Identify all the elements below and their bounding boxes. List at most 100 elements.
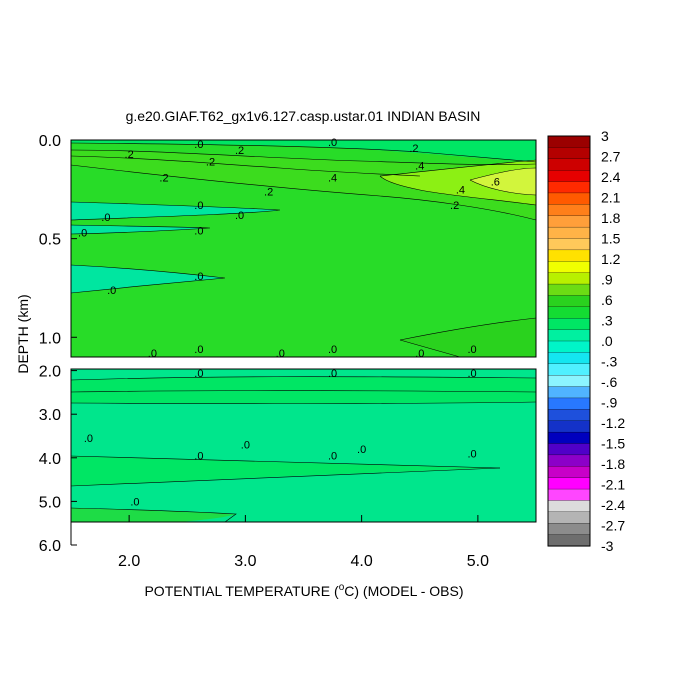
colorbar-label: -2.1 (601, 477, 625, 493)
colorbar-swatch (547, 397, 591, 410)
lower-panel: .0 .0 .0 .0 .0 .0 .0 .0 .0 .0 .0 .0 .0 .0 .0 .0 2.0 3.0 4… (39, 344, 537, 555)
lower-contour-label: .0 (328, 368, 337, 380)
lower-band-1 (71, 376, 536, 404)
x-axis-label: POTENTIAL TEMPERATURE (oC) (MODEL - OBS) (144, 582, 463, 599)
lower-y-tick-label: 4.0 (39, 451, 61, 468)
colorbar-label: -1.8 (601, 456, 625, 472)
colorbar-label: 1.2 (601, 251, 621, 267)
colorbar-label: 1.5 (601, 231, 621, 247)
colorbar-swatch (547, 181, 591, 194)
x-axis: 2.0 3.0 4.0 5.0 (118, 515, 489, 570)
upper-contour-label: .4 (415, 161, 424, 173)
upper-band-positive (71, 150, 536, 220)
colorbar-label: -1.5 (601, 436, 625, 452)
upper-panel: .0.0.2.2.2.2.2.4.4.4.6.2.2.0.0.0.0.0.0.0… (39, 133, 537, 358)
lower-contour-label: .0 (276, 348, 285, 360)
upper-contour-label: .2 (409, 143, 418, 155)
upper-contour-label: .6 (491, 176, 500, 188)
colorbar-label: 2.1 (601, 190, 621, 206)
lower-y-tick-label: 6.0 (39, 538, 61, 555)
x-tick-label: 4.0 (351, 553, 373, 570)
colorbar-label: 2.7 (601, 149, 621, 165)
upper-band-zero (71, 140, 536, 162)
lower-contour-label: .0 (357, 444, 366, 456)
y-axis-label: DEPTH (km) (15, 294, 31, 373)
upper-contour-label: .4 (328, 172, 337, 184)
chart-title: g.e20.GIAF.T62_gx1v6.127.casp.ustar.01 I… (126, 108, 481, 124)
upper-band-cool-3 (71, 265, 225, 293)
x-tick-label: 2.0 (118, 553, 140, 570)
colorbar-swatch (547, 295, 591, 308)
colorbar-swatch (547, 226, 591, 240)
lower-contour-label: .0 (467, 344, 476, 356)
lower-y-tick-label: 5.0 (39, 494, 61, 511)
lower-contour-label: .0 (467, 448, 476, 460)
colorbar-label: 1.8 (601, 210, 621, 226)
lower-contour-labels: .0 .0 .0 .0 .0 .0 .0 .0 .0 .0 .0 .0 .0 .0 .0 .0 (84, 344, 477, 509)
x-tick-label: 3.0 (234, 553, 256, 570)
lower-contour-label: .0 (194, 368, 203, 380)
colorbar-swatch (547, 192, 591, 205)
colorbar-swatch (547, 500, 591, 513)
lower-contour-label: .0 (328, 451, 337, 463)
colorbar-swatch (547, 261, 591, 274)
colorbar-frame (547, 135, 591, 547)
colorbar-swatch (547, 238, 591, 251)
upper-band-deep (400, 318, 536, 357)
upper-y-tick-label: 0.5 (39, 232, 61, 249)
upper-contour-label: .0 (194, 200, 203, 212)
upper-contour-label: .2 (206, 157, 215, 169)
lower-band-2 (71, 456, 500, 486)
lower-panel-nodata (71, 522, 536, 545)
x-axis-label-sup: o (339, 582, 345, 593)
lower-contour-label: .0 (415, 348, 424, 360)
upper-contour-label: .2 (159, 172, 168, 184)
upper-contour-label: .0 (194, 139, 203, 151)
upper-contour-labels: .0.0.2.2.2.2.2.4.4.4.6.2.2.0.0.0.0.0.0.0 (78, 137, 500, 297)
colorbar-label: .6 (601, 292, 613, 308)
colorbar-swatch (547, 329, 591, 342)
colorbar-label: -2.7 (601, 518, 625, 534)
colorbar-label: .3 (601, 313, 613, 329)
upper-contour-label: .2 (125, 149, 134, 161)
upper-contour-label: .0 (78, 228, 87, 240)
lower-band-3 (71, 508, 236, 522)
lower-contour-label: .0 (194, 451, 203, 463)
colorbar-swatch (547, 352, 591, 365)
colorbar-swatch (547, 420, 591, 433)
upper-contour-label: .0 (235, 210, 244, 222)
colorbar-swatch (547, 306, 591, 319)
colorbar-swatch (547, 147, 591, 160)
upper-contour-lines (70, 142, 537, 358)
upper-band-hot (470, 168, 536, 195)
colorbar-swatch (547, 135, 591, 148)
colorbar-label: -1.2 (601, 415, 625, 431)
colorbar-swatch (547, 249, 591, 262)
x-tick-label: 5.0 (467, 553, 489, 570)
upper-y-ticks: 0.0 0.5 1.0 (39, 133, 77, 347)
colorbar-label: 2.4 (601, 169, 621, 185)
lower-contour-label: .0 (194, 344, 203, 356)
colorbar-swatch (547, 170, 591, 183)
colorbar-label: -2.4 (601, 497, 625, 513)
colorbar-label: 3 (601, 128, 609, 144)
lower-y-ticks: 2.0 3.0 4.0 5.0 6.0 (39, 364, 77, 555)
colorbar-label: -.6 (601, 374, 618, 390)
lower-contour-label: .0 (84, 433, 93, 445)
colorbar-swatch (547, 375, 591, 388)
colorbar-label: -3 (601, 538, 614, 554)
lower-y-tick-label: 2.0 (39, 364, 61, 381)
colorbar: 3 2.7 2.4 2.1 1.8 1.5 1.2 .9 .6 .3 .0 -.3 -.6 -.9 -1.2… (547, 128, 625, 554)
colorbar-swatch (547, 272, 591, 285)
colorbar-swatch (547, 386, 591, 399)
colorbar-swatch (547, 511, 591, 524)
upper-band-warm (380, 160, 536, 205)
lower-contour-label: .0 (130, 496, 139, 508)
colorbar-swatch (547, 409, 591, 422)
colorbar-label: -.9 (601, 395, 618, 411)
colorbar-swatch (547, 340, 591, 353)
upper-contour-label: .0 (328, 137, 337, 149)
lower-contour-label: .0 (328, 344, 337, 356)
upper-contour-label: .0 (194, 271, 203, 283)
